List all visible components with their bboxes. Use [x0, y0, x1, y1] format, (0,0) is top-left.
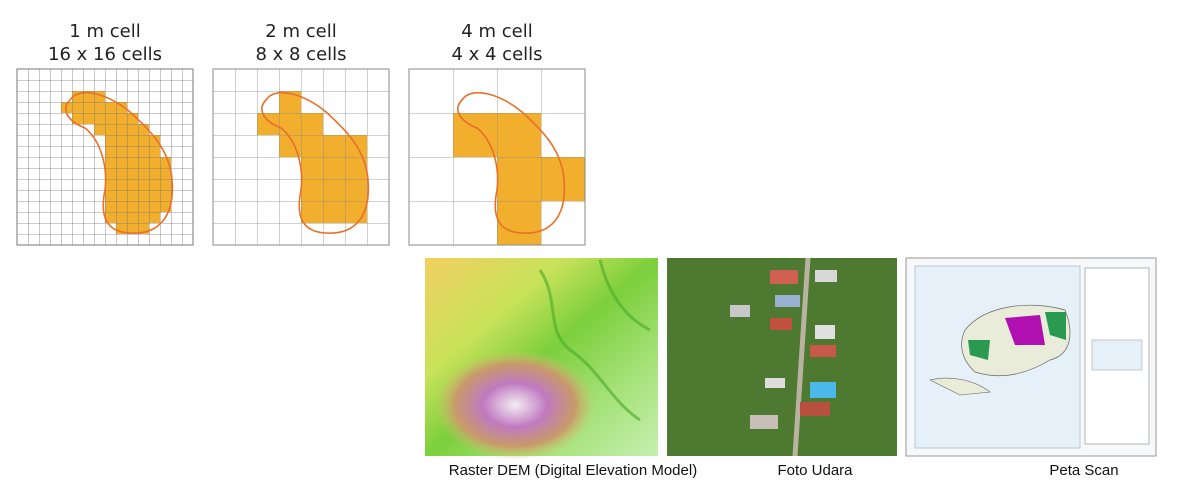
grid-16	[16, 68, 194, 246]
grid-subtitle: 16 x 16 cells	[48, 44, 162, 65]
image-caption: Peta Scan	[1049, 462, 1118, 479]
grid-subtitle: 4 x 4 cells	[451, 44, 542, 65]
image-caption: Raster DEM (Digital Elevation Model)	[449, 462, 697, 479]
image-caption: Foto Udara	[777, 462, 853, 479]
grid-title: 2 m cell	[265, 21, 336, 42]
grid-title: 4 m cell	[461, 21, 532, 42]
grid-4	[408, 68, 586, 246]
map-image	[905, 257, 1157, 457]
grid-title: 1 m cell	[69, 21, 140, 42]
grid-8	[212, 68, 390, 246]
aerial-image	[667, 257, 897, 457]
dem-image	[425, 258, 658, 460]
grid-subtitle: 8 x 8 cells	[255, 44, 346, 65]
